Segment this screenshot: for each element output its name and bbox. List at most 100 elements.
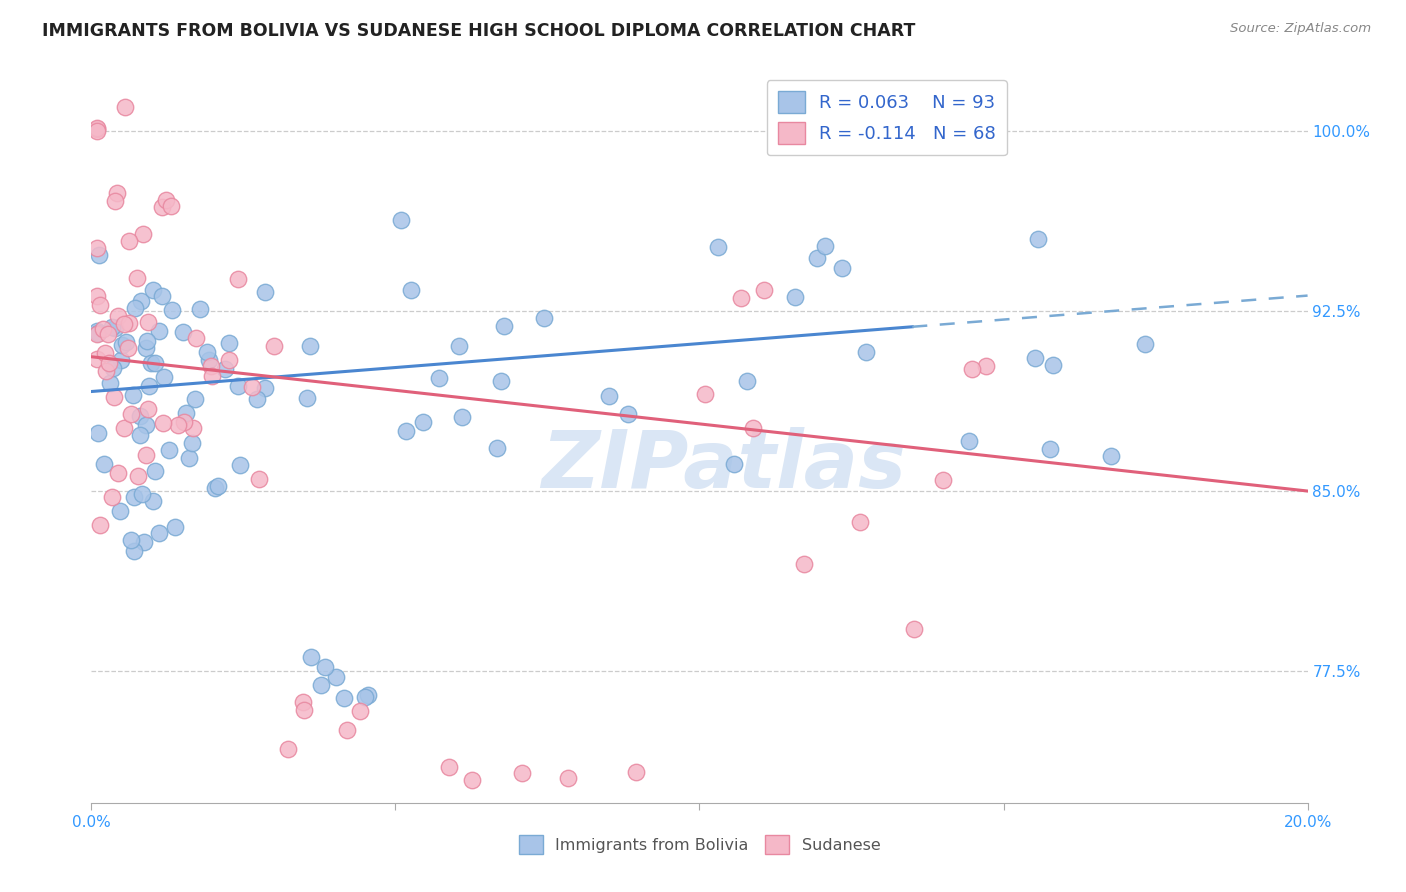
Point — [86, 124, 108, 138]
Point — [735, 374, 758, 388]
Point — [155, 194, 177, 208]
Point — [974, 359, 997, 374]
Point — [104, 320, 127, 334]
Point — [107, 467, 129, 481]
Point — [138, 379, 160, 393]
Point — [148, 324, 170, 338]
Point — [461, 772, 484, 787]
Point — [86, 324, 108, 338]
Point — [131, 294, 153, 309]
Point — [277, 742, 299, 756]
Point — [354, 690, 377, 704]
Point — [253, 381, 276, 395]
Point — [160, 199, 183, 213]
Point — [118, 316, 141, 330]
Point — [229, 458, 252, 472]
Point — [214, 362, 236, 376]
Point — [510, 766, 533, 780]
Point — [246, 392, 269, 406]
Point — [242, 380, 264, 394]
Point — [120, 533, 142, 547]
Point — [960, 362, 983, 376]
Point — [86, 241, 108, 255]
Point — [87, 425, 110, 440]
Point — [142, 493, 165, 508]
Point — [314, 660, 336, 674]
Point — [200, 359, 222, 373]
Point — [1042, 358, 1064, 372]
Point — [152, 416, 174, 430]
Point — [557, 771, 579, 785]
Point — [127, 469, 149, 483]
Point — [86, 289, 108, 303]
Point — [723, 457, 745, 471]
Point — [131, 487, 153, 501]
Point — [167, 418, 190, 433]
Text: IMMIGRANTS FROM BOLIVIA VS SUDANESE HIGH SCHOOL DIPLOMA CORRELATION CHART: IMMIGRANTS FROM BOLIVIA VS SUDANESE HIGH… — [42, 22, 915, 40]
Point — [160, 302, 183, 317]
Point — [616, 408, 638, 422]
Point — [292, 695, 315, 709]
Point — [450, 410, 472, 425]
Point — [1024, 351, 1046, 366]
Point — [165, 520, 187, 534]
Point — [412, 415, 434, 429]
Point — [204, 481, 226, 495]
Point — [814, 238, 837, 252]
Point — [831, 261, 853, 276]
Point — [107, 309, 129, 323]
Point — [218, 335, 240, 350]
Point — [157, 443, 180, 458]
Point — [932, 473, 955, 487]
Point — [325, 670, 347, 684]
Point — [143, 356, 166, 370]
Point — [129, 427, 152, 442]
Point — [742, 421, 765, 435]
Point — [332, 690, 354, 705]
Point — [1099, 449, 1122, 463]
Point — [129, 409, 152, 424]
Point — [184, 392, 207, 406]
Point — [173, 415, 195, 429]
Point — [136, 315, 159, 329]
Point — [122, 543, 145, 558]
Point — [103, 361, 125, 376]
Point — [150, 289, 173, 303]
Point — [89, 298, 111, 312]
Point — [93, 346, 115, 360]
Point — [849, 515, 872, 529]
Point — [114, 334, 136, 349]
Point — [153, 369, 176, 384]
Point — [86, 327, 108, 342]
Point — [399, 283, 422, 297]
Point — [247, 472, 270, 486]
Point — [188, 301, 211, 316]
Point — [125, 271, 148, 285]
Point — [101, 491, 124, 505]
Point — [174, 406, 197, 420]
Point — [103, 390, 125, 404]
Point — [494, 319, 516, 334]
Point — [297, 391, 319, 405]
Point — [783, 290, 806, 304]
Point — [357, 688, 380, 702]
Point — [177, 451, 200, 466]
Point — [143, 464, 166, 478]
Point — [299, 650, 322, 665]
Point — [226, 272, 249, 286]
Point — [135, 448, 157, 462]
Point — [195, 344, 218, 359]
Point — [437, 760, 460, 774]
Point — [112, 420, 135, 434]
Point — [111, 337, 134, 351]
Point — [117, 341, 139, 355]
Point — [1026, 232, 1049, 246]
Point — [98, 376, 121, 390]
Point — [292, 703, 315, 717]
Point — [89, 517, 111, 532]
Point — [114, 317, 136, 331]
Point — [903, 623, 925, 637]
Point — [94, 364, 117, 378]
Point — [124, 301, 146, 315]
Point — [263, 339, 285, 353]
